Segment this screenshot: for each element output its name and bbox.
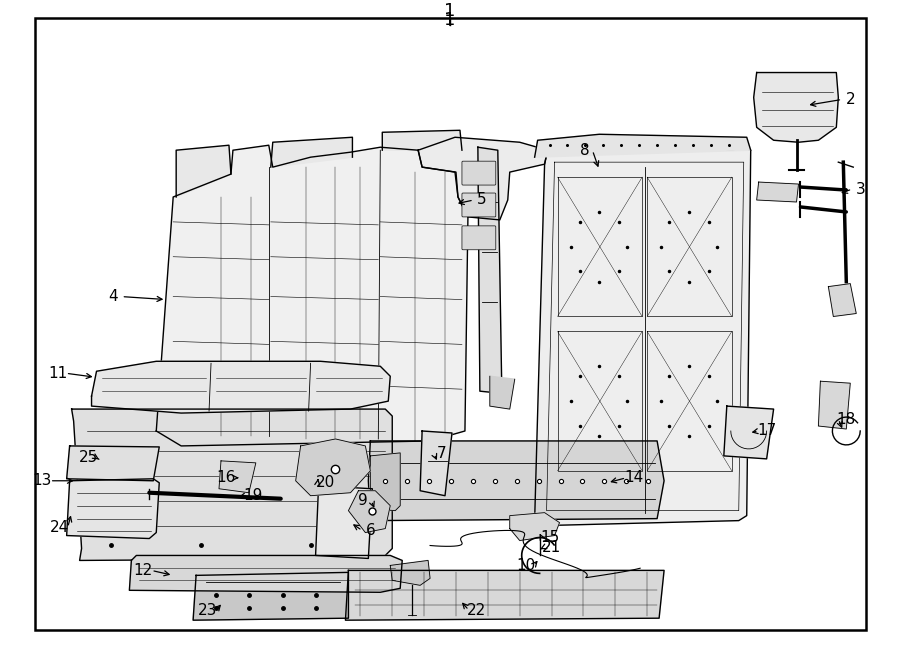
Text: 5: 5 (477, 192, 487, 208)
Text: 11: 11 (48, 366, 68, 381)
Polygon shape (418, 137, 547, 220)
Text: 18: 18 (837, 412, 856, 426)
Text: 10: 10 (516, 558, 536, 573)
Text: 12: 12 (134, 563, 153, 578)
Polygon shape (753, 73, 838, 142)
Polygon shape (346, 570, 664, 620)
Polygon shape (130, 555, 402, 592)
FancyBboxPatch shape (462, 193, 496, 217)
Polygon shape (271, 137, 353, 167)
Text: 3: 3 (855, 182, 865, 196)
Text: 19: 19 (243, 488, 263, 503)
Text: 17: 17 (757, 424, 777, 438)
Polygon shape (194, 572, 348, 620)
Polygon shape (391, 561, 430, 586)
Polygon shape (535, 134, 751, 157)
Text: 16: 16 (216, 470, 236, 485)
Text: 21: 21 (542, 540, 562, 555)
Text: 20: 20 (316, 475, 335, 490)
Polygon shape (490, 376, 515, 409)
Polygon shape (818, 381, 850, 429)
Text: 25: 25 (79, 450, 98, 465)
FancyBboxPatch shape (462, 161, 496, 185)
Text: 22: 22 (467, 603, 487, 618)
FancyBboxPatch shape (462, 226, 496, 250)
Text: 7: 7 (437, 446, 446, 461)
Polygon shape (724, 406, 774, 459)
Polygon shape (296, 439, 370, 496)
Text: 2: 2 (845, 92, 855, 107)
Text: 1: 1 (445, 11, 455, 29)
Polygon shape (72, 409, 392, 561)
Text: 15: 15 (540, 530, 559, 545)
Text: 6: 6 (365, 523, 375, 538)
Polygon shape (535, 150, 751, 525)
Text: 8: 8 (580, 143, 590, 158)
Polygon shape (316, 486, 373, 559)
Text: 4: 4 (109, 289, 118, 304)
Text: 13: 13 (32, 473, 51, 488)
Polygon shape (420, 431, 452, 496)
Polygon shape (478, 147, 502, 393)
Polygon shape (757, 182, 798, 202)
Polygon shape (509, 513, 560, 541)
Text: 23: 23 (198, 603, 218, 618)
Polygon shape (219, 461, 256, 492)
Polygon shape (348, 490, 391, 533)
Polygon shape (382, 130, 462, 150)
Polygon shape (176, 145, 231, 197)
Text: 24: 24 (50, 520, 69, 535)
Polygon shape (368, 441, 664, 521)
Polygon shape (67, 479, 159, 539)
Polygon shape (370, 453, 400, 511)
Polygon shape (157, 145, 468, 446)
Polygon shape (67, 446, 159, 481)
Text: 1: 1 (445, 2, 455, 20)
Text: 9: 9 (358, 493, 368, 508)
Polygon shape (92, 362, 391, 413)
Text: 14: 14 (625, 470, 643, 485)
Polygon shape (828, 284, 856, 317)
